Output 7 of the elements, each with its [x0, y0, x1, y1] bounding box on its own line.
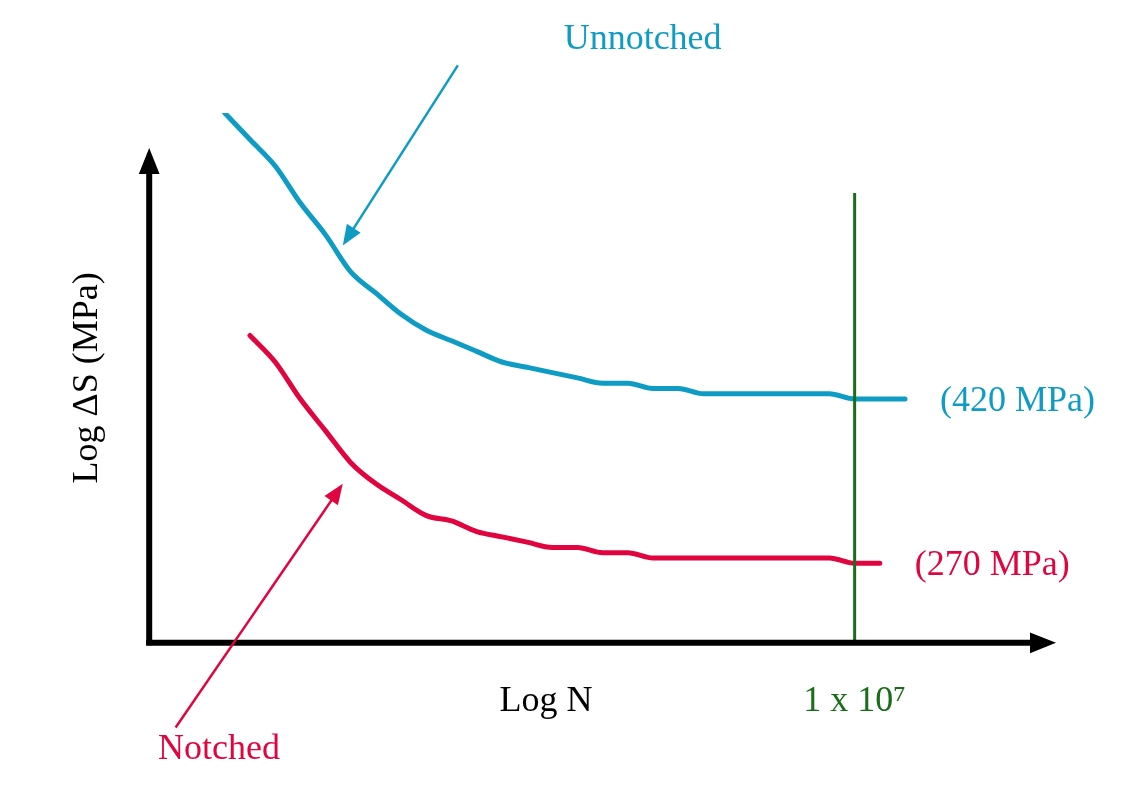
x-axis-title: Log N	[499, 678, 593, 719]
text: Notched	[158, 727, 280, 768]
series-label: (270 MPa)	[914, 542, 1070, 583]
text: Unnotched	[563, 17, 722, 58]
series-label: (420 MPa)	[940, 378, 1096, 419]
y-axis-title: Log ΔS (MPa)	[65, 272, 106, 484]
text: 1 x 10⁷	[803, 678, 906, 719]
